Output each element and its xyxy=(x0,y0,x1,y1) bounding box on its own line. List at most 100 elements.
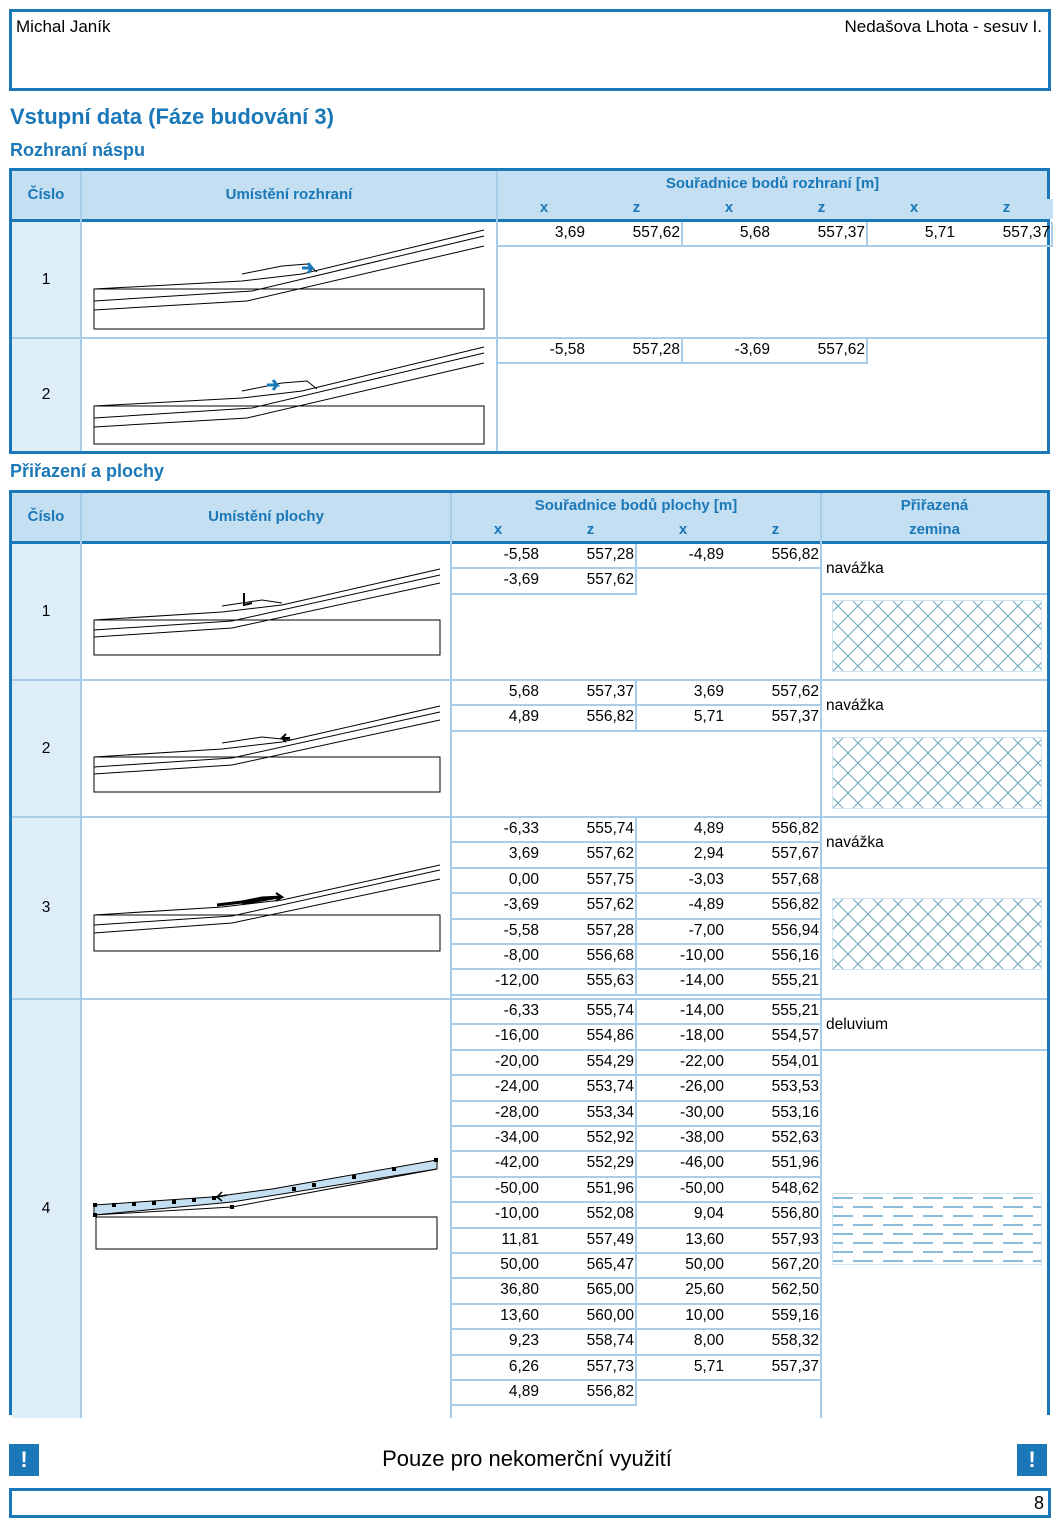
cell-z: 554,29 xyxy=(586,1052,634,1070)
col-soil-header: Přiřazená xyxy=(822,497,1047,517)
cell-divider xyxy=(820,1330,822,1356)
cell-x: -50,00 xyxy=(680,1179,724,1197)
cell-divider xyxy=(635,1254,637,1280)
cell-x: 5,68 xyxy=(739,224,770,241)
cell-z: 557,62 xyxy=(586,896,634,914)
cell-divider xyxy=(820,681,822,707)
cell-divider xyxy=(820,706,822,732)
cell-divider xyxy=(637,917,822,920)
cell-x: -5,58 xyxy=(549,341,585,358)
cell-z: 555,74 xyxy=(586,820,634,837)
cell-divider xyxy=(637,1175,822,1178)
cell-divider xyxy=(452,1201,637,1204)
cell-x: 4,89 xyxy=(508,1383,539,1400)
cell-divider xyxy=(637,1125,822,1127)
cell-x: -46,00 xyxy=(680,1154,724,1172)
cell-z: 552,08 xyxy=(586,1205,634,1223)
cell-z: 560,00 xyxy=(586,1306,634,1324)
cell-x: 4,89 xyxy=(693,820,724,837)
cell-z: 556,82 xyxy=(771,546,819,563)
cell-z: 562,50 xyxy=(771,1281,819,1299)
cell-divider xyxy=(635,1152,637,1178)
cell-x: -3,69 xyxy=(503,896,539,914)
soil-pattern-swatch xyxy=(832,898,1042,970)
row-number: 1 xyxy=(12,222,80,337)
cell-z: 552,63 xyxy=(771,1129,819,1146)
cell-x: 5,71 xyxy=(693,1357,724,1375)
col-location-header: Umístění plochy xyxy=(82,493,450,541)
cell-divider xyxy=(820,868,822,895)
cell-x: 10,00 xyxy=(685,1306,724,1324)
cell-divider xyxy=(452,1252,637,1254)
cell-z: 555,21 xyxy=(771,1002,819,1019)
cell-z: 565,00 xyxy=(586,1281,634,1299)
cell-divider xyxy=(452,866,637,869)
cell-divider xyxy=(452,1328,637,1331)
cell-x: 3,69 xyxy=(693,683,724,700)
project-name: Nedašova Lhota - sesuv I. xyxy=(844,17,1042,36)
soil-divider xyxy=(822,593,1047,595)
col-coords-header: Souřadnice bodů plochy [m] xyxy=(452,497,820,517)
cell-divider xyxy=(820,1304,822,1331)
cell-divider xyxy=(452,567,637,570)
cell-divider xyxy=(635,1101,637,1127)
col-soil-header-2: zemina xyxy=(822,521,1047,541)
cell-divider xyxy=(820,894,822,920)
cell-divider xyxy=(452,968,637,971)
cell-divider xyxy=(452,1353,637,1356)
cell-z: 555,21 xyxy=(771,972,819,990)
author-name: Michal Janík xyxy=(16,17,111,36)
cell-x: 5,68 xyxy=(508,683,539,700)
cell-x: -18,00 xyxy=(680,1027,724,1045)
cell-divider xyxy=(683,362,868,364)
cell-z: 565,47 xyxy=(586,1256,634,1273)
cell-divider xyxy=(681,222,683,247)
cell-divider xyxy=(635,945,637,971)
cell-divider xyxy=(820,818,822,844)
cell-z: 557,28 xyxy=(586,921,634,939)
cell-x: -12,00 xyxy=(495,972,539,990)
cell-divider xyxy=(820,843,822,869)
cell-x: 50,00 xyxy=(685,1256,724,1273)
cell-z: 557,28 xyxy=(632,341,680,358)
cell-divider xyxy=(452,729,637,732)
cell-divider xyxy=(868,245,1053,247)
cell-divider xyxy=(820,1000,822,1026)
cell-divider xyxy=(452,1226,637,1229)
arrow-icon xyxy=(267,379,281,391)
row-number: 3 xyxy=(12,818,80,998)
cell-x: -14,00 xyxy=(680,972,724,990)
col-coords-header: Souřadnice bodů rozhraní [m] xyxy=(498,175,1047,195)
cell-z: 557,62 xyxy=(586,845,634,863)
cell-z: 557,49 xyxy=(586,1230,634,1248)
cell-divider xyxy=(635,681,637,707)
cell-divider xyxy=(637,866,822,869)
cell-x: -3,03 xyxy=(688,870,724,888)
cell-divider xyxy=(637,993,822,996)
cell-x: 2,94 xyxy=(693,845,724,863)
section-title-interfaces: Rozhraní náspu xyxy=(10,140,146,160)
cell-z: 556,82 xyxy=(586,708,634,726)
cell-divider xyxy=(820,1101,822,1127)
cell-divider xyxy=(452,917,637,920)
cell-divider xyxy=(637,1353,822,1356)
cell-divider xyxy=(635,1304,637,1331)
cell-divider xyxy=(820,1254,822,1280)
soil-name: navážka xyxy=(826,834,884,851)
cell-divider xyxy=(820,1203,822,1229)
row-divider xyxy=(12,816,1047,818)
cell-z: 553,53 xyxy=(771,1078,819,1096)
cell-divider xyxy=(637,567,822,570)
cell-x: 6,26 xyxy=(508,1357,539,1375)
cell-divider xyxy=(452,841,637,844)
cell-divider xyxy=(637,892,822,895)
z-header: z xyxy=(590,199,683,219)
page-title: Vstupní data (Fáze budování 3) xyxy=(10,104,334,129)
cell-divider xyxy=(452,1023,637,1026)
cell-divider xyxy=(637,1150,822,1153)
cell-divider xyxy=(635,1203,637,1229)
page-number: 8 xyxy=(1033,1493,1044,1513)
cell-divider xyxy=(820,970,822,996)
cell-divider xyxy=(820,1355,822,1381)
cell-divider xyxy=(635,894,637,920)
